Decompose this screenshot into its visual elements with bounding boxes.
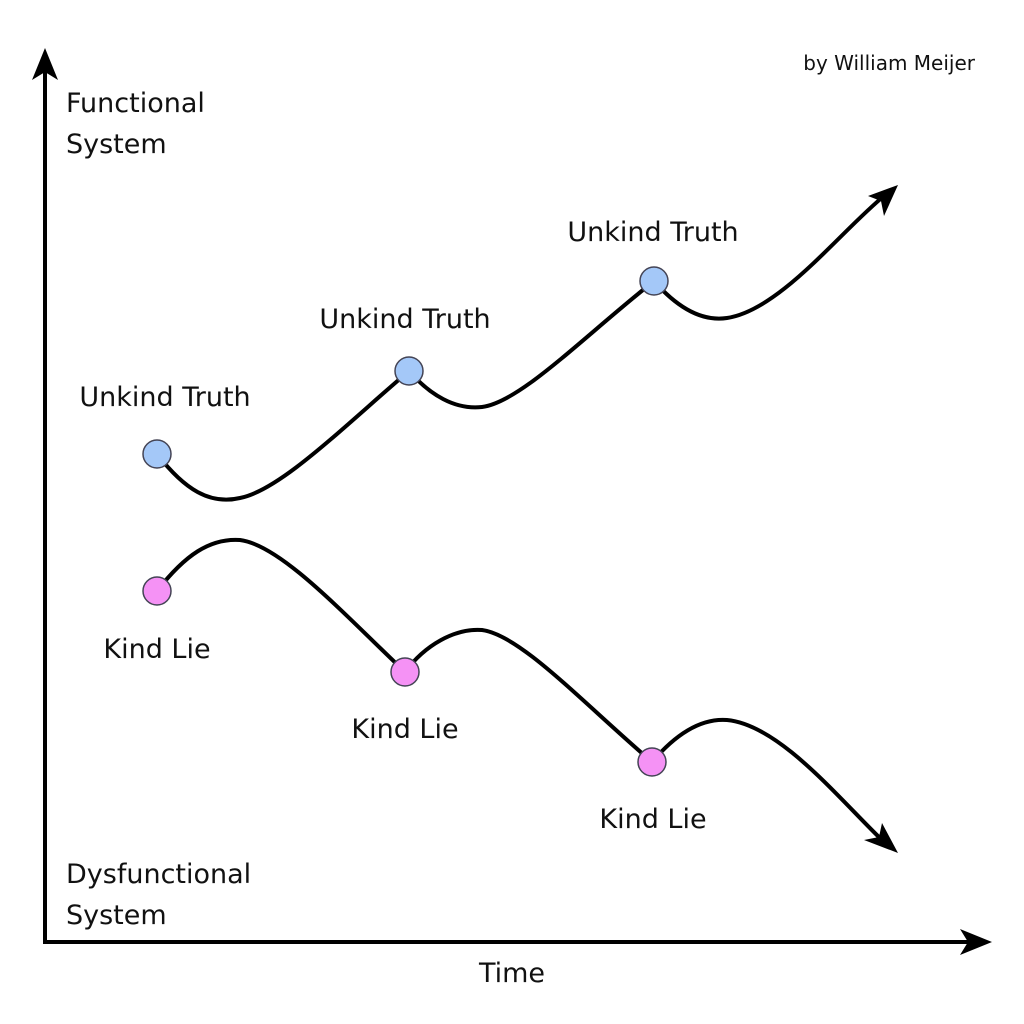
kind-lie-label: Kind Lie — [599, 804, 706, 835]
kind-lie-label: Kind Lie — [351, 714, 458, 745]
kind-lie-label: Kind Lie — [103, 634, 210, 665]
unkind-truth-trajectory — [155, 194, 886, 502]
y-axis-arrow-icon — [32, 48, 58, 80]
author-credit: by William Meijer — [803, 51, 976, 75]
kind-lie-trajectory — [155, 537, 886, 844]
kind-lie-point — [142, 576, 172, 606]
unkind-truth-label: Unkind Truth — [79, 382, 250, 413]
x-axis-arrow-icon — [960, 929, 992, 955]
upper-arrow-icon — [868, 185, 898, 216]
lower-arrow-icon — [864, 823, 898, 853]
kind-lie-point — [637, 747, 667, 777]
unkind-truth-point — [142, 439, 172, 469]
kind-lie-point — [390, 657, 420, 687]
unkind-truth-label: Unkind Truth — [567, 217, 738, 248]
x-axis-label: Time — [478, 958, 545, 989]
y-top-label-line2: System — [66, 129, 167, 160]
unkind-truth-point — [639, 266, 669, 296]
unkind-truth-label: Unkind Truth — [319, 304, 490, 335]
y-bottom-label-line2: System — [66, 900, 167, 931]
y-bottom-label-line1: Dysfunctional — [66, 859, 251, 890]
unkind-truth-point — [394, 356, 424, 386]
y-top-label-line1: Functional — [66, 88, 205, 119]
